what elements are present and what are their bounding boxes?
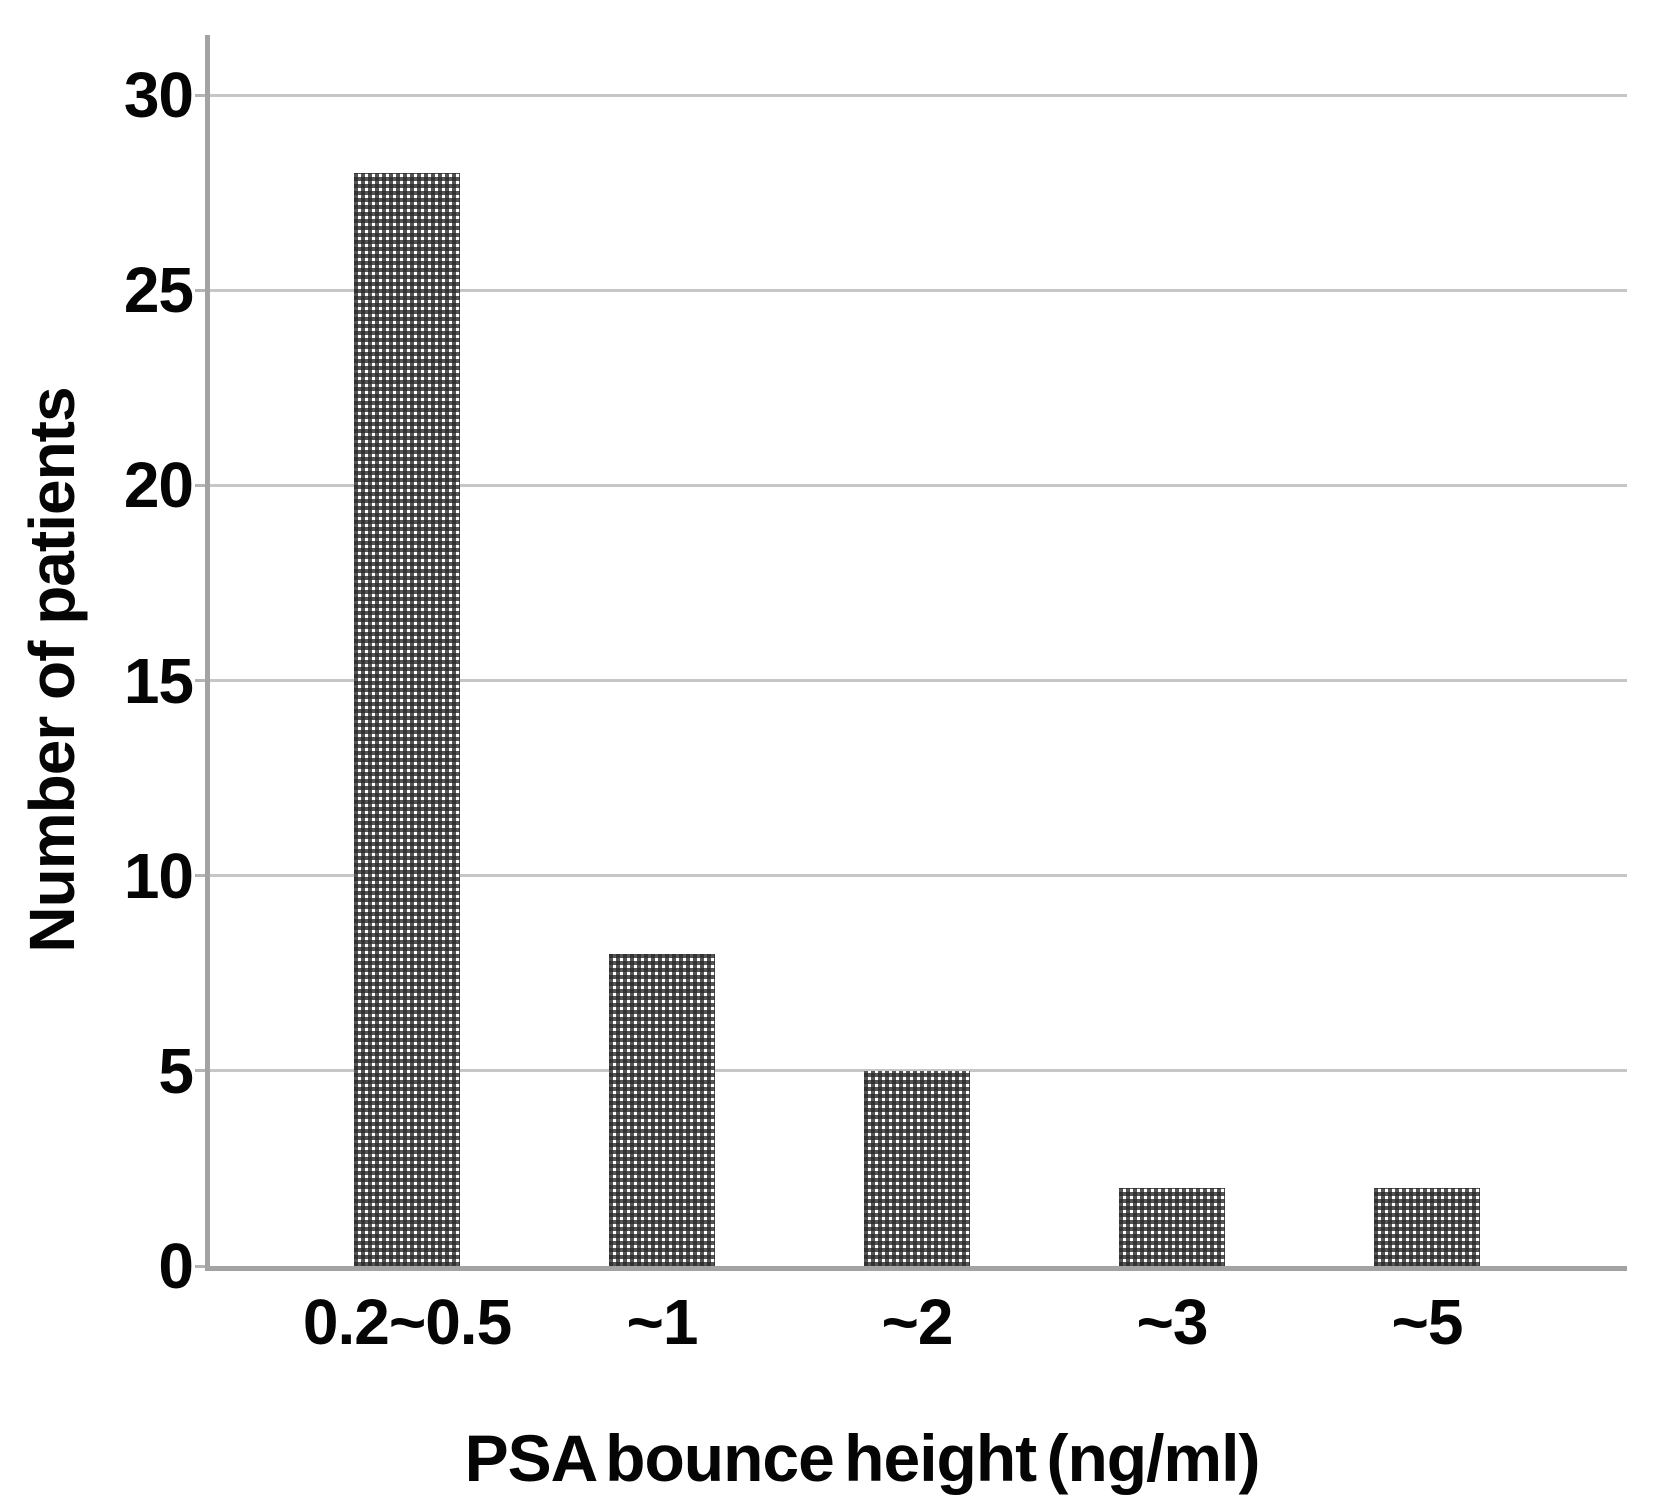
y-tick-label: 30 (123, 59, 194, 132)
x-axis-title: PSA bounce height (ng/ml) (464, 1421, 1261, 1495)
bar (354, 173, 460, 1266)
x-tick-label: ~2 (881, 1286, 954, 1358)
y-tick-label: 5 (158, 1034, 194, 1107)
gridline (205, 874, 1627, 878)
y-tick-label: 10 (123, 839, 194, 912)
y-tick-label: 15 (123, 644, 194, 717)
y-tick-label: 20 (123, 449, 194, 522)
y-axis-tick (195, 288, 205, 292)
x-tick-label: ~1 (626, 1286, 699, 1358)
x-tick-label: ~5 (1391, 1286, 1464, 1358)
bar (864, 1070, 970, 1266)
bar (609, 953, 715, 1266)
gridline (205, 679, 1627, 683)
y-axis-title: Number of patients (16, 387, 88, 953)
x-axis-line (205, 1266, 1627, 1271)
y-tick-label: 25 (123, 254, 194, 327)
bar (1374, 1187, 1480, 1266)
gridline (205, 483, 1627, 487)
y-axis-line (205, 35, 210, 1271)
y-axis-tick (195, 483, 205, 487)
gridline (205, 288, 1627, 292)
gridline (205, 93, 1627, 97)
y-axis-tick (195, 1069, 205, 1073)
x-tick-label: 0.2~0.5 (302, 1286, 512, 1358)
x-tick-label: ~3 (1136, 1286, 1209, 1358)
y-tick-label: 0 (158, 1230, 194, 1302)
y-axis-tick (195, 1264, 205, 1268)
bar (1119, 1187, 1225, 1266)
y-axis-tick (195, 874, 205, 878)
y-axis-tick (195, 93, 205, 97)
y-axis-tick (195, 679, 205, 683)
